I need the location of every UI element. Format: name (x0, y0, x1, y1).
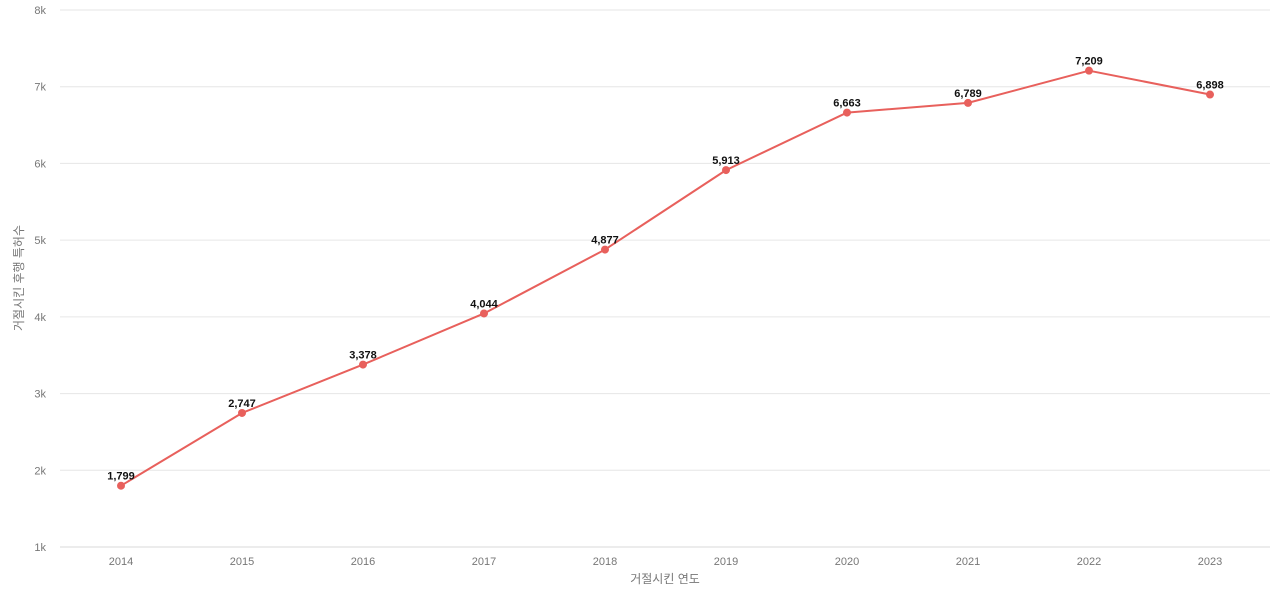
data-point[interactable] (964, 98, 972, 107)
y-tick-label: 8k (34, 5, 46, 17)
data-label: 4,044 (470, 298, 498, 310)
y-axis-ticks: 1k 2k 3k 4k 5k 6k 7k 8k (34, 5, 46, 554)
y-tick-label: 4k (34, 312, 46, 324)
x-tick-label: 2020 (835, 556, 859, 568)
data-label: 7,209 (1075, 56, 1103, 68)
data-point[interactable] (843, 108, 851, 117)
data-labels: 1,799 2,747 3,378 4,044 4,877 5,913 6,663 6,789… (107, 56, 1224, 483)
data-label: 6,789 (954, 88, 982, 100)
series-layer (117, 66, 1214, 490)
x-axis-ticks: 2014 2015 2016 2017 2018 2019 2020 2021 2022 2023 (109, 556, 1222, 568)
data-label: 4,877 (591, 235, 619, 247)
x-axis-title: 거절시킨 연도 (630, 572, 700, 586)
data-point[interactable] (359, 360, 367, 369)
y-tick-label: 2k (34, 465, 46, 477)
data-point[interactable] (238, 408, 246, 417)
x-tick-label: 2017 (472, 556, 496, 568)
x-tick-label: 2018 (593, 556, 617, 568)
data-point[interactable] (480, 309, 488, 318)
data-point[interactable] (1085, 66, 1093, 75)
x-tick-label: 2015 (230, 556, 254, 568)
x-tick-label: 2022 (1077, 556, 1101, 568)
data-label: 5,913 (712, 155, 740, 167)
data-point[interactable] (601, 245, 609, 254)
x-tick-label: 2016 (351, 556, 375, 568)
data-point[interactable] (117, 481, 125, 490)
data-point[interactable] (1206, 90, 1214, 99)
data-label: 1,799 (107, 471, 135, 483)
x-tick-label: 2014 (109, 556, 133, 568)
y-tick-label: 3k (34, 389, 46, 401)
y-tick-label: 7k (34, 82, 46, 94)
data-label: 6,898 (1196, 80, 1224, 92)
data-label: 2,747 (228, 398, 256, 410)
grid-lines (60, 9, 1270, 548)
series-line (120, 69, 1211, 487)
data-label: 3,378 (349, 350, 377, 362)
y-axis-title: 거절시킨 후행 특허수 (11, 225, 26, 331)
x-tick-label: 2019 (714, 556, 738, 568)
y-tick-label: 5k (34, 235, 46, 247)
x-tick-label: 2021 (956, 556, 980, 568)
data-point[interactable] (722, 166, 730, 175)
y-tick-label: 1k (34, 542, 46, 554)
data-label: 6,663 (833, 98, 861, 110)
y-tick-label: 6k (34, 158, 46, 170)
x-tick-label: 2023 (1198, 556, 1222, 568)
